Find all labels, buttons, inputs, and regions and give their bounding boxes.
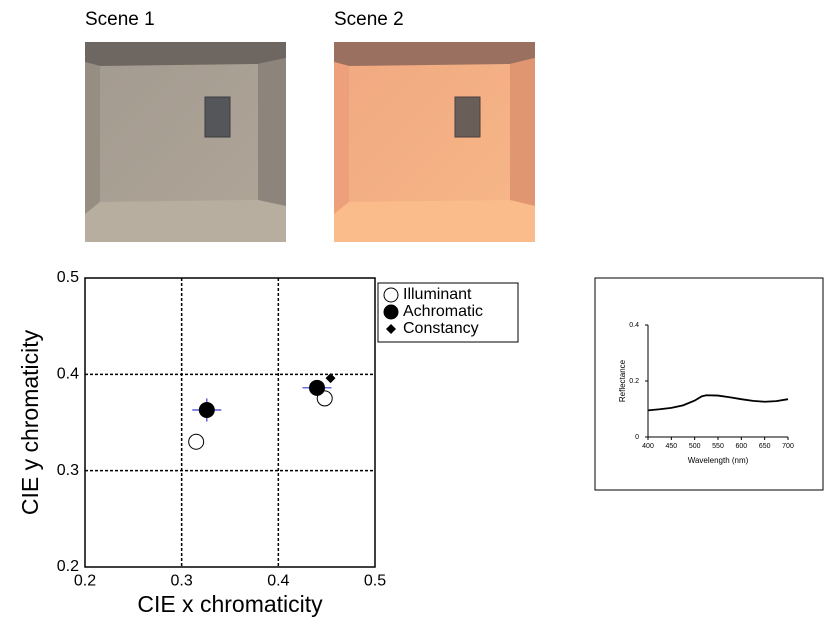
legend-marker (383, 287, 399, 303)
data-line (647, 394, 789, 412)
y-tick-label: 0.2 (57, 558, 79, 575)
x-axis-label: Wavelength (nm) (688, 456, 749, 465)
y-tick-label: 0.3 (57, 462, 79, 479)
y-tick-label: 0.2 (629, 378, 639, 385)
data-point (309, 379, 325, 396)
legend-marker (386, 324, 396, 334)
x-tick-label: 700 (782, 443, 794, 450)
y-tick-label: 0.5 (57, 269, 79, 286)
x-tick-label: 550 (712, 443, 724, 450)
x-axis-label: CIE x chromaticity (137, 591, 323, 617)
x-tick-label: 650 (759, 443, 771, 450)
x-tick-label: 0.2 (74, 573, 96, 590)
x-tick-label: 0.4 (267, 573, 289, 590)
legend-label: Achromatic (403, 303, 483, 320)
x-tick-label: 600 (735, 443, 747, 450)
data-point (188, 433, 205, 450)
x-tick-label: 450 (665, 443, 677, 450)
legend-marker (383, 304, 399, 320)
legend-frame (377, 282, 519, 343)
x-tick-label: 0.3 (171, 573, 193, 590)
y-tick-label: 0.4 (57, 366, 79, 383)
y-tick-label: 0 (635, 434, 639, 441)
y-axis-label: CIE y chromaticity (17, 329, 43, 515)
axes (647, 325, 788, 438)
data-point (198, 401, 215, 418)
inset-frame (594, 277, 824, 491)
y-axis-label: Reflectance (618, 359, 627, 402)
scene-image (334, 42, 535, 242)
data-point (325, 373, 336, 384)
scene-image (85, 42, 286, 242)
scene-title: Scene 1 (85, 9, 155, 30)
x-tick-label: 500 (689, 443, 701, 450)
legend-label: Constancy (403, 320, 479, 337)
x-tick-label: 0.5 (364, 573, 386, 590)
y-tick-label: 0.4 (629, 322, 639, 329)
plot-frame (84, 277, 376, 568)
scene-title: Scene 2 (334, 9, 404, 30)
x-tick-label: 400 (642, 443, 654, 450)
legend-label: Illuminant (403, 286, 472, 303)
